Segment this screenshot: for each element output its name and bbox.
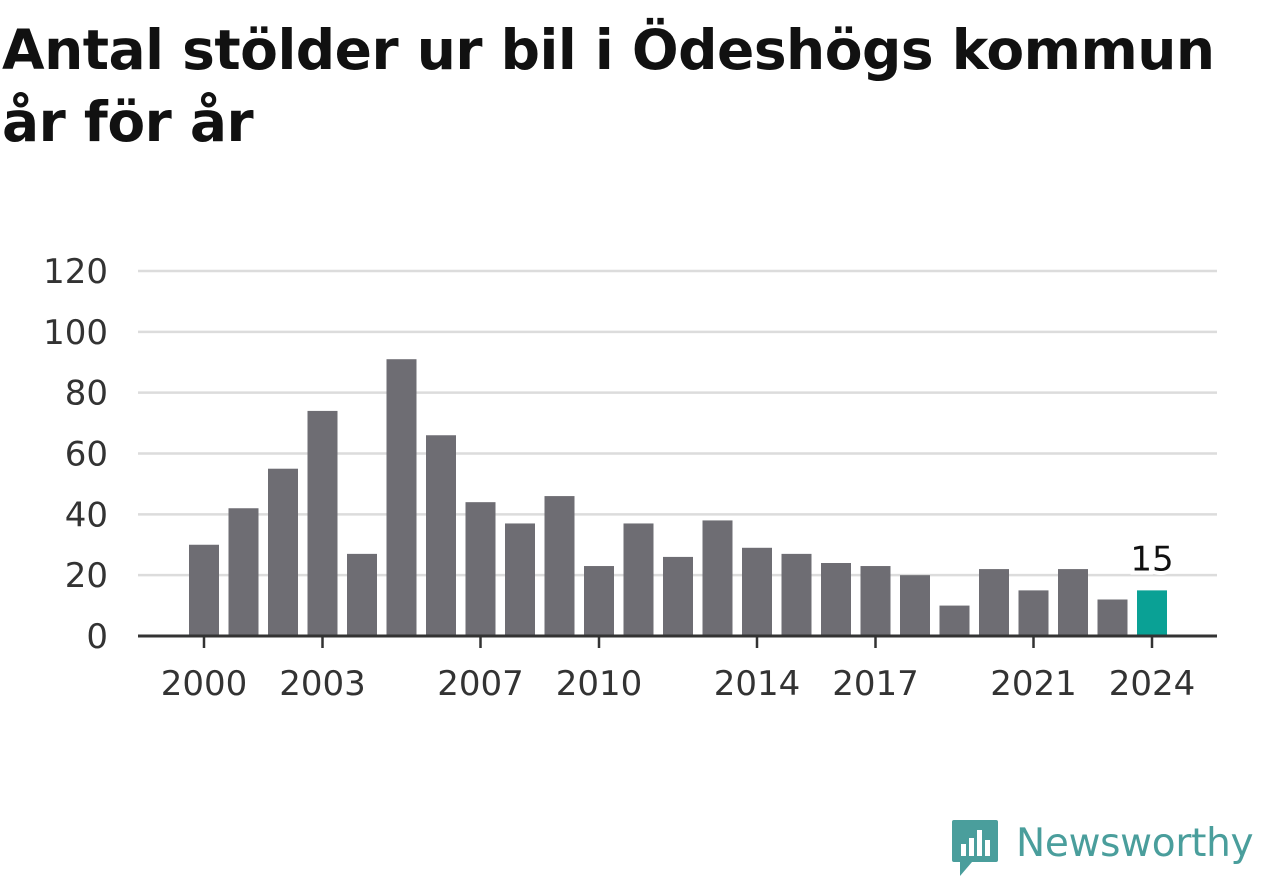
bar-2015 (781, 553, 812, 636)
bar-2002 (268, 468, 298, 636)
bar-2004 (347, 553, 377, 636)
y-tick-label: 40 (65, 495, 108, 535)
bar-2014 (742, 547, 772, 636)
bar-2016 (821, 563, 851, 636)
x-tick-label: 2010 (556, 664, 643, 704)
y-tick-label: 60 (65, 435, 108, 475)
y-tick-label: 120 (43, 252, 108, 292)
bar-2018 (900, 575, 930, 636)
x-tick-label: 2007 (437, 664, 524, 704)
bar-2000 (189, 544, 219, 636)
y-tick-label: 80 (65, 374, 108, 414)
bar-2005 (386, 359, 417, 636)
y-tick-label: 20 (65, 556, 108, 596)
bar-2017 (860, 566, 891, 636)
bars (189, 359, 1167, 636)
chart-title: Antal stölder ur bil i Ödeshögs kommun å… (2, 18, 1215, 154)
bar-2019 (939, 605, 970, 636)
grid-lines (138, 269, 1217, 577)
bar-2008 (505, 523, 535, 636)
y-tick-label: 100 (43, 313, 108, 353)
bar-2003 (307, 410, 338, 636)
bar-2024 (1137, 590, 1167, 636)
x-tick-label: 2000 (161, 664, 248, 704)
y-tick-label: 0 (86, 617, 108, 657)
bar-2023 (1097, 599, 1128, 636)
bar-2011 (623, 523, 654, 636)
bar-2020 (979, 569, 1009, 636)
x-axis-ticks: 2000 2003 2007 2010 2014 2017 2021 2024 (161, 636, 1196, 704)
bar-2009 (544, 496, 575, 636)
newsworthy-logo-icon (952, 820, 998, 876)
bar-2001 (228, 508, 259, 636)
bar-2006 (426, 435, 456, 636)
x-tick-label: 2003 (279, 664, 366, 704)
bar-2021 (1018, 590, 1049, 636)
bar-2013 (702, 520, 733, 636)
bar-2022 (1058, 569, 1088, 636)
x-tick-label: 2021 (990, 664, 1077, 704)
y-axis-labels: 0 20 40 60 80 100 120 (43, 252, 108, 657)
bar-2012 (663, 556, 693, 636)
newsworthy-logo: Newsworthy (950, 818, 1254, 880)
newsworthy-logo-text: Newsworthy (1016, 821, 1254, 866)
x-tick-label: 2014 (714, 664, 801, 704)
x-tick-label: 2017 (832, 664, 919, 704)
highlight-value-label: 15 (1130, 539, 1173, 579)
x-tick-label: 2024 (1109, 664, 1196, 704)
annotations: 15 (1126, 535, 1177, 583)
bar-2010 (584, 566, 614, 636)
bar-2007 (465, 502, 496, 636)
